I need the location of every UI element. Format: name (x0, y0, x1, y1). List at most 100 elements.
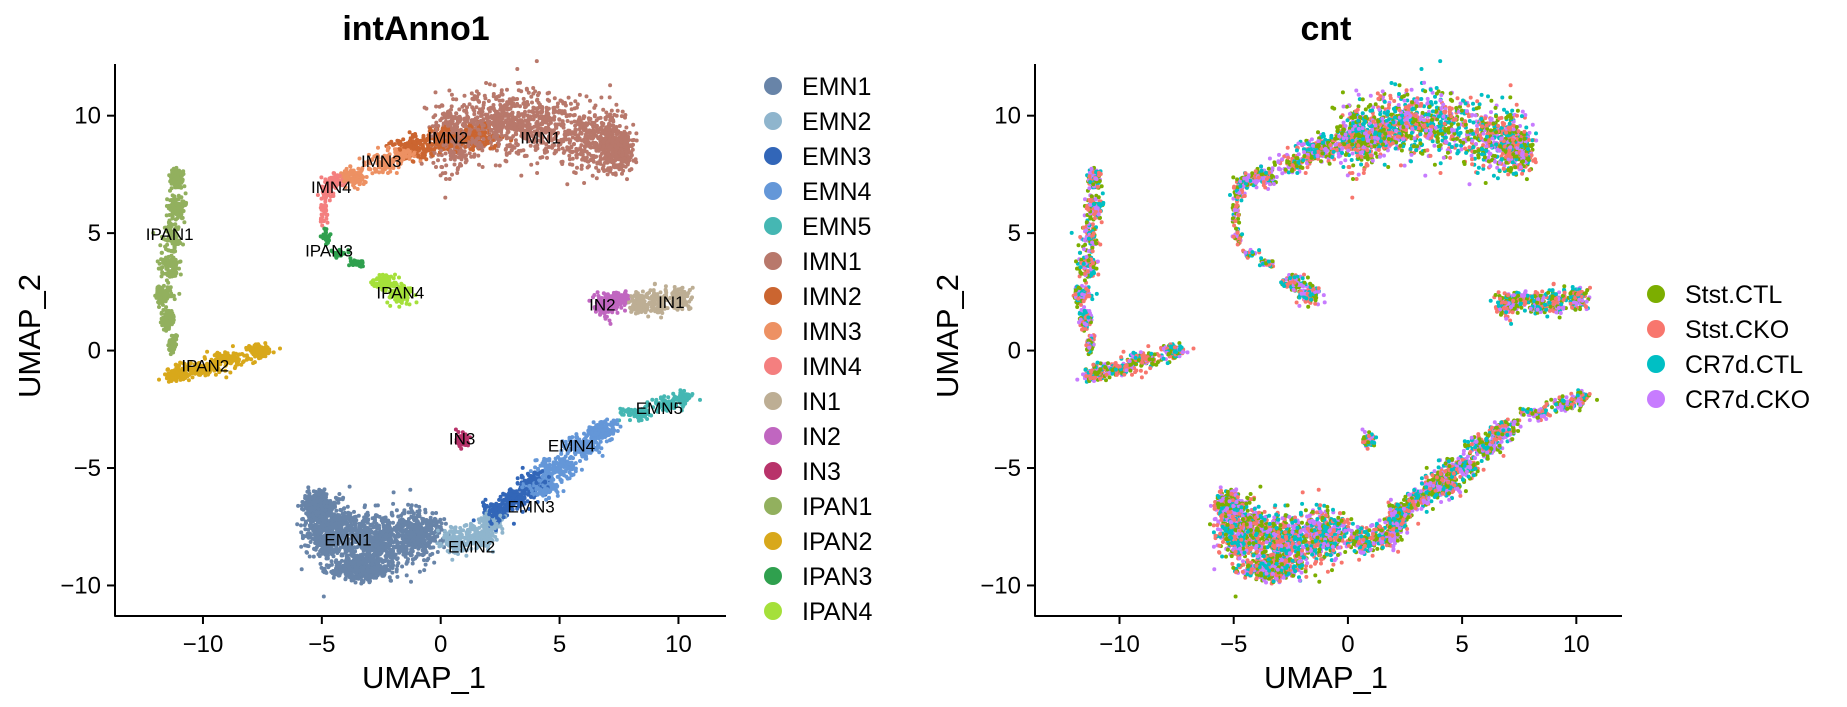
scatter-point (526, 90, 531, 95)
scatter-point (535, 161, 540, 166)
scatter-point (340, 553, 345, 558)
scatter-point (394, 171, 399, 175)
scatter-point (334, 508, 339, 513)
scatter-point (659, 315, 664, 320)
scatter-point (308, 540, 313, 544)
scatter-point (555, 493, 560, 498)
scatter-point (557, 117, 562, 122)
scatter-point (596, 436, 601, 441)
scatter-point (407, 130, 412, 135)
scatter-point (534, 59, 539, 64)
scatter-point (387, 559, 392, 564)
scatter-point (432, 151, 437, 155)
scatter-point (454, 111, 459, 116)
scatter-point (596, 160, 601, 165)
scatter-point (296, 503, 301, 508)
scatter-point (603, 316, 608, 321)
scatter-point (477, 162, 481, 167)
scatter-point (452, 162, 457, 167)
scatter-point (394, 508, 399, 513)
scatter-point (623, 308, 627, 313)
scatter-points-layer (151, 59, 702, 599)
scatter-point (565, 182, 570, 187)
scatter-point (480, 148, 485, 153)
scatter-point (434, 511, 439, 515)
scatter-point (528, 469, 533, 474)
scatter-point (464, 553, 469, 558)
scatter-point (169, 186, 174, 191)
scatter-point (165, 197, 170, 202)
scatter-point (486, 99, 491, 103)
umap-panel-intanno1: intAnno1 IMN1IMN2IMN3IMN4IPAN1IPAN3IPAN4… (12, 10, 872, 695)
scatter-point (393, 272, 397, 277)
scatter-point (518, 80, 522, 85)
scatter-point (337, 492, 342, 496)
scatter-point (370, 171, 375, 176)
scatter-point (382, 153, 387, 158)
scatter-point (467, 102, 472, 107)
scatter-point (595, 290, 600, 295)
scatter-point (422, 558, 426, 563)
scatter-point (444, 177, 448, 181)
scatter-point (363, 503, 367, 508)
scatter-point (163, 372, 167, 377)
scatter-point (155, 259, 160, 264)
scatter-point (449, 92, 454, 97)
scatter-point (495, 95, 500, 99)
scatter-point (615, 422, 620, 427)
scatter-point (190, 375, 195, 380)
scatter-point (182, 184, 187, 189)
scatter-point (590, 173, 595, 178)
scatter-point (480, 165, 485, 169)
scatter-point (376, 145, 380, 150)
scatter-point (458, 526, 463, 530)
scatter-point (391, 490, 396, 495)
scatter-point (531, 91, 536, 96)
scatter-point (564, 114, 569, 119)
scatter-point (391, 276, 396, 281)
scatter-point (587, 298, 592, 303)
scatter-point (456, 430, 461, 434)
scatter-point (483, 497, 488, 502)
scatter-point (631, 122, 636, 127)
scatter-point (568, 113, 573, 117)
scatter-point (579, 163, 584, 168)
scatter-point (230, 344, 235, 349)
scatter-point (391, 501, 396, 506)
scatter-point (183, 191, 188, 196)
scatter-point (327, 198, 332, 203)
scatter-point (492, 83, 497, 88)
scatter-point (361, 182, 366, 186)
scatter-point (251, 361, 256, 366)
scatter-point (431, 160, 436, 165)
scatter-point (471, 148, 475, 152)
scatter-point (519, 89, 524, 94)
scatter-point (232, 366, 237, 371)
scatter-point (347, 484, 352, 489)
scatter-point (627, 130, 632, 135)
scatter-point (620, 171, 624, 176)
scatter-point (465, 105, 469, 110)
scatter-point (157, 305, 161, 309)
scatter-point (299, 523, 303, 528)
scatter-point (482, 93, 487, 98)
scatter-point (223, 350, 228, 355)
scatter-point (515, 476, 520, 481)
scatter-point (608, 83, 613, 88)
scatter-point (410, 159, 415, 164)
scatter-point (428, 553, 433, 557)
scatter-point (573, 99, 578, 104)
scatter-point (566, 95, 571, 100)
scatter-point (491, 92, 496, 96)
scatter-point (565, 119, 570, 123)
scatter-point (535, 98, 539, 103)
scatter-point (628, 418, 632, 423)
scatter-point (434, 165, 438, 169)
scatter-point (544, 142, 549, 147)
scatter-point (614, 102, 619, 107)
scatter-point (406, 502, 411, 507)
scatter-point (423, 507, 428, 512)
scatter-point (447, 177, 452, 181)
scatter-point (396, 165, 401, 170)
scatter-point (601, 107, 606, 112)
